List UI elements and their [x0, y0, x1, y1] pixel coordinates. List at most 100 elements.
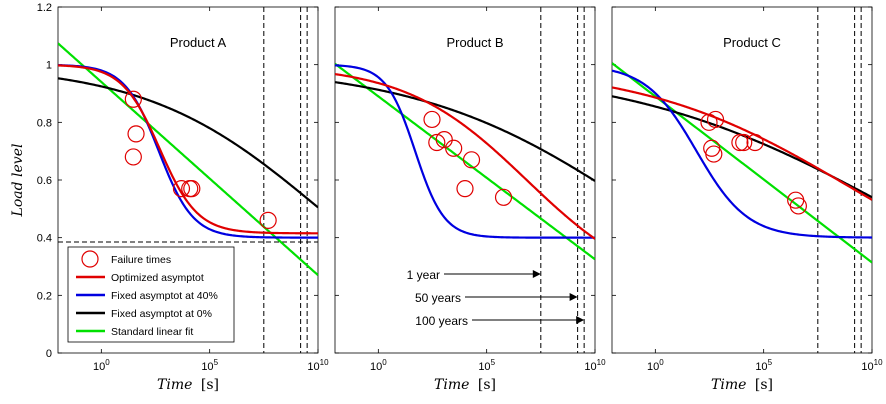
- x-tick-base: 10: [307, 361, 319, 373]
- legend-label: Fixed asymptot at 0%: [111, 308, 212, 320]
- x-tick-base: 10: [201, 361, 213, 373]
- optimized-asymptot-curve: [335, 72, 595, 240]
- failure-time-point: [435, 131, 453, 149]
- failure-time-point: [456, 180, 474, 198]
- annotation-label: 1 year: [407, 268, 440, 282]
- x-tick-label: 105: [201, 358, 218, 373]
- failure-time-point: [705, 145, 723, 163]
- linear-fit-curve: [58, 42, 318, 276]
- x-axis-label: Time [s]: [711, 377, 773, 393]
- x-tick-base: 10: [861, 361, 873, 373]
- annotation-label: 50 years: [415, 291, 461, 305]
- annotation-arrow-head: [576, 316, 585, 324]
- panel-title: Product C: [723, 35, 781, 50]
- fixed-asymptot-0-curve: [335, 81, 595, 182]
- y-tick-label: 0: [46, 348, 52, 360]
- failure-time-point: [183, 180, 201, 198]
- fixed-asymptot-40-curve: [58, 64, 318, 239]
- failure-time-point: [124, 90, 142, 108]
- failure-time-point: [706, 110, 725, 129]
- x-tick-exponent: 5: [491, 358, 496, 367]
- failure-time-point: [746, 133, 764, 152]
- optimized-asymptot-curve: [612, 86, 872, 201]
- fixed-asymptot-40-curve: [335, 64, 595, 239]
- failure-time-point: [445, 139, 463, 157]
- fixed-asymptot-40-curve: [612, 69, 872, 239]
- x-tick-exponent: 5: [768, 358, 773, 367]
- y-tick-label: 0.2: [37, 290, 52, 302]
- legend-label: Fixed asymptot at 40%: [111, 290, 218, 302]
- failure-time-point: [259, 211, 277, 229]
- axes-box: [334, 6, 596, 354]
- x-tick-base: 10: [478, 361, 490, 373]
- x-tick-exponent: 5: [214, 358, 219, 367]
- failure-time-point: [789, 197, 807, 215]
- x-tick-label: 1010: [584, 358, 606, 373]
- failure-time-point: [494, 188, 513, 206]
- annotation-arrow-head: [569, 293, 578, 301]
- fixed-asymptot-0-curve: [58, 77, 318, 209]
- y-tick-label: 0.8: [37, 117, 52, 129]
- legend-label: Standard linear fit: [111, 326, 193, 338]
- plot-area: [335, 7, 595, 353]
- x-tick-base: 10: [370, 361, 382, 373]
- x-tick-exponent: 10: [597, 358, 606, 367]
- x-tick-exponent: 0: [659, 358, 664, 367]
- x-tick-label: 105: [755, 358, 772, 373]
- y-tick-label: 1.2: [37, 2, 52, 14]
- legend: Failure times Optimized asymptot Fixed asy…: [67, 246, 235, 343]
- legend-label: Optimized asymptot: [111, 272, 204, 284]
- legend-marker-circle: [81, 250, 99, 268]
- y-tick-label: 1: [46, 60, 52, 72]
- x-axis-label-name: Time: [711, 377, 751, 393]
- x-tick-base: 10: [93, 361, 105, 373]
- annotation-arrow-head: [532, 270, 541, 278]
- x-axis-label-unit: [s]: [478, 377, 496, 393]
- y-tick-label: 0.4: [37, 233, 52, 245]
- legend-label: Failure times: [111, 254, 171, 266]
- x-tick-label: 100: [93, 358, 110, 373]
- x-tick-label: 100: [647, 358, 664, 373]
- plot-area: [612, 7, 872, 353]
- x-tick-exponent: 0: [105, 358, 110, 367]
- failure-time-point: [428, 133, 446, 152]
- panel-title: Product B: [446, 35, 503, 50]
- x-tick-label: 100: [370, 358, 387, 373]
- x-tick-exponent: 0: [382, 358, 387, 367]
- failure-time-point: [172, 180, 191, 198]
- x-axis-label-unit: [s]: [755, 377, 773, 393]
- failure-time-point: [127, 125, 145, 143]
- x-axis-label-unit: [s]: [201, 377, 219, 393]
- x-tick-label: 1010: [307, 358, 329, 373]
- axes-box: [611, 6, 873, 354]
- failure-time-point: [731, 133, 749, 152]
- linear-fit-curve: [335, 62, 595, 261]
- annotation-label: 100 years: [415, 314, 468, 328]
- y-tick-label: 0.6: [37, 175, 52, 187]
- x-tick-label: 1010: [861, 358, 883, 373]
- x-tick-base: 10: [647, 361, 659, 373]
- x-tick-base: 10: [584, 361, 596, 373]
- x-tick-label: 105: [478, 358, 495, 373]
- failure-time-point: [124, 148, 142, 166]
- x-tick-exponent: 10: [320, 358, 329, 367]
- x-tick-base: 10: [755, 361, 767, 373]
- x-axis-label: Time [s]: [157, 377, 219, 393]
- failure-time-point: [735, 133, 753, 152]
- failure-time-point: [462, 151, 481, 169]
- linear-fit-curve: [612, 62, 872, 264]
- optimized-asymptot-curve: [58, 64, 318, 235]
- x-tick-exponent: 10: [874, 358, 883, 367]
- fixed-asymptot-0-curve: [612, 95, 872, 199]
- x-axis-label-name: Time: [434, 377, 474, 393]
- failure-time-point: [423, 110, 441, 129]
- plot-area: [58, 7, 318, 353]
- panel-title: Product A: [170, 35, 227, 50]
- x-axis-label: Time [s]: [434, 377, 496, 393]
- x-axis-label-name: Time: [157, 377, 197, 393]
- y-axis-label: Load level: [10, 144, 26, 218]
